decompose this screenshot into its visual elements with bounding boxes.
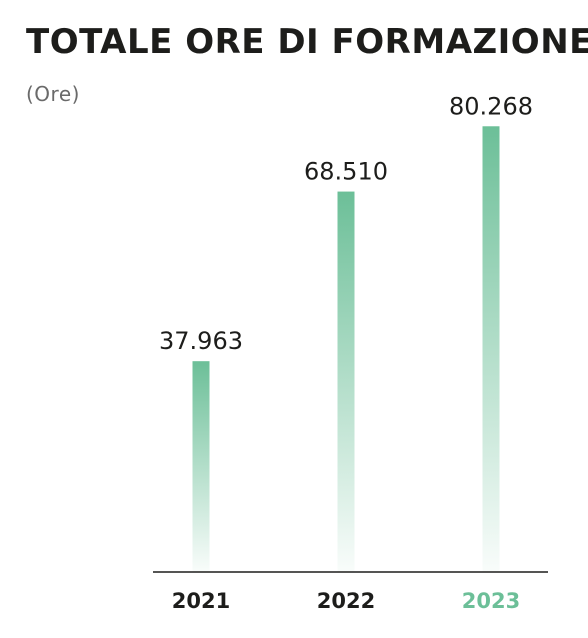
value-label-2021: 37.963 (159, 327, 243, 355)
chart-unit-label: (Ore) (26, 82, 80, 106)
category-label-2022: 2022 (317, 589, 375, 613)
bar-2022 (337, 191, 355, 572)
chart-title: TOTALE ORE DI FORMAZIONE (26, 22, 588, 62)
value-label-2023: 80.268 (449, 92, 533, 120)
bar-2023 (482, 126, 500, 572)
bar-2021 (192, 361, 210, 572)
category-label-2021: 2021 (172, 589, 230, 613)
value-label-2022: 68.510 (304, 158, 388, 186)
category-label-2023: 2023 (462, 589, 520, 613)
